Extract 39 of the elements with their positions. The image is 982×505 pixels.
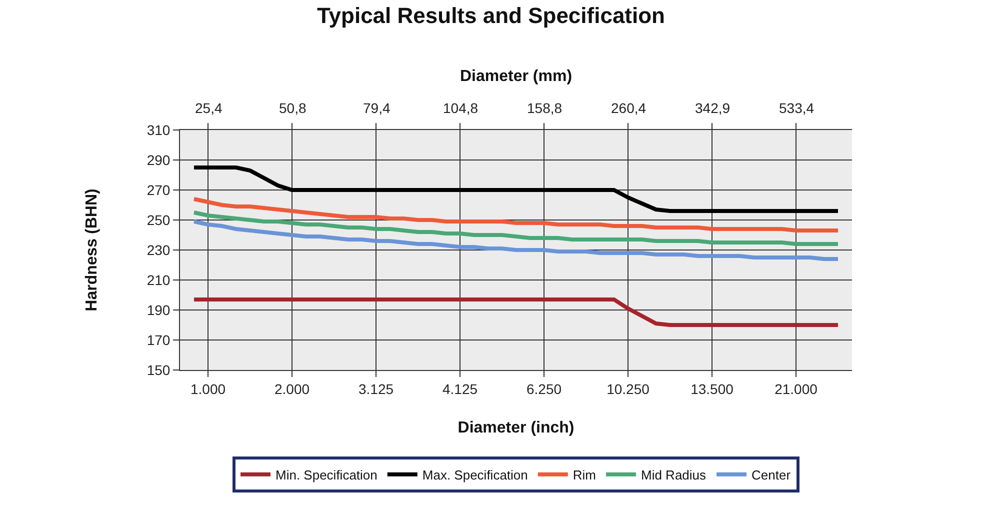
text: 50,8 [279,100,306,116]
line-series [192,197,840,232]
line-series [192,220,840,261]
y-tick-label: 210 [146,272,170,288]
y-tick-label: 230 [146,242,170,258]
text: 533,4 [779,100,814,116]
text: 25,4 [195,100,222,116]
y-tick-label: 190 [146,302,170,318]
x-tick-label: 1.000 [190,380,226,397]
line-series [192,298,840,327]
y-tick-label: 250 [146,212,170,228]
text: 260,4 [611,100,646,116]
text: 342,9 [695,100,730,116]
x-tick-label: 21.000 [774,380,818,397]
y-axis-title: Hardness (BHN) [84,188,101,312]
x-tick-label: 13.500 [690,380,734,397]
x-axis-title: Diameter (inch) [458,420,574,436]
x2-axis-title: Diameter (mm) [460,68,572,86]
line-series [192,166,840,213]
x-tick-label: 2.000 [274,380,310,397]
x-tick-label: 3.125 [358,380,394,397]
legend-label: Center [752,467,792,482]
y-tick-label: 170 [146,332,170,348]
legend-label: Min. Specification [276,467,378,482]
y-tick-label: 310 [146,122,170,138]
y-tick-label: 290 [146,152,170,168]
legend-label: Mid Radius [641,467,707,482]
line-series [192,210,840,246]
legend-label: Max. Specification [422,467,528,482]
text: 104,8 [443,100,478,116]
text: 158,8 [527,100,562,116]
x-tick-label: 10.250 [606,380,650,397]
y-tick-label: 270 [146,182,170,198]
legend-label: Rim [572,467,596,482]
x-tick-label: 6.250 [526,380,562,397]
y-tick-label: 150 [146,362,170,378]
x-tick-label: 4.125 [442,380,478,397]
chart-title: Typical Results and Specification [316,2,666,28]
text: 79,4 [363,100,390,116]
